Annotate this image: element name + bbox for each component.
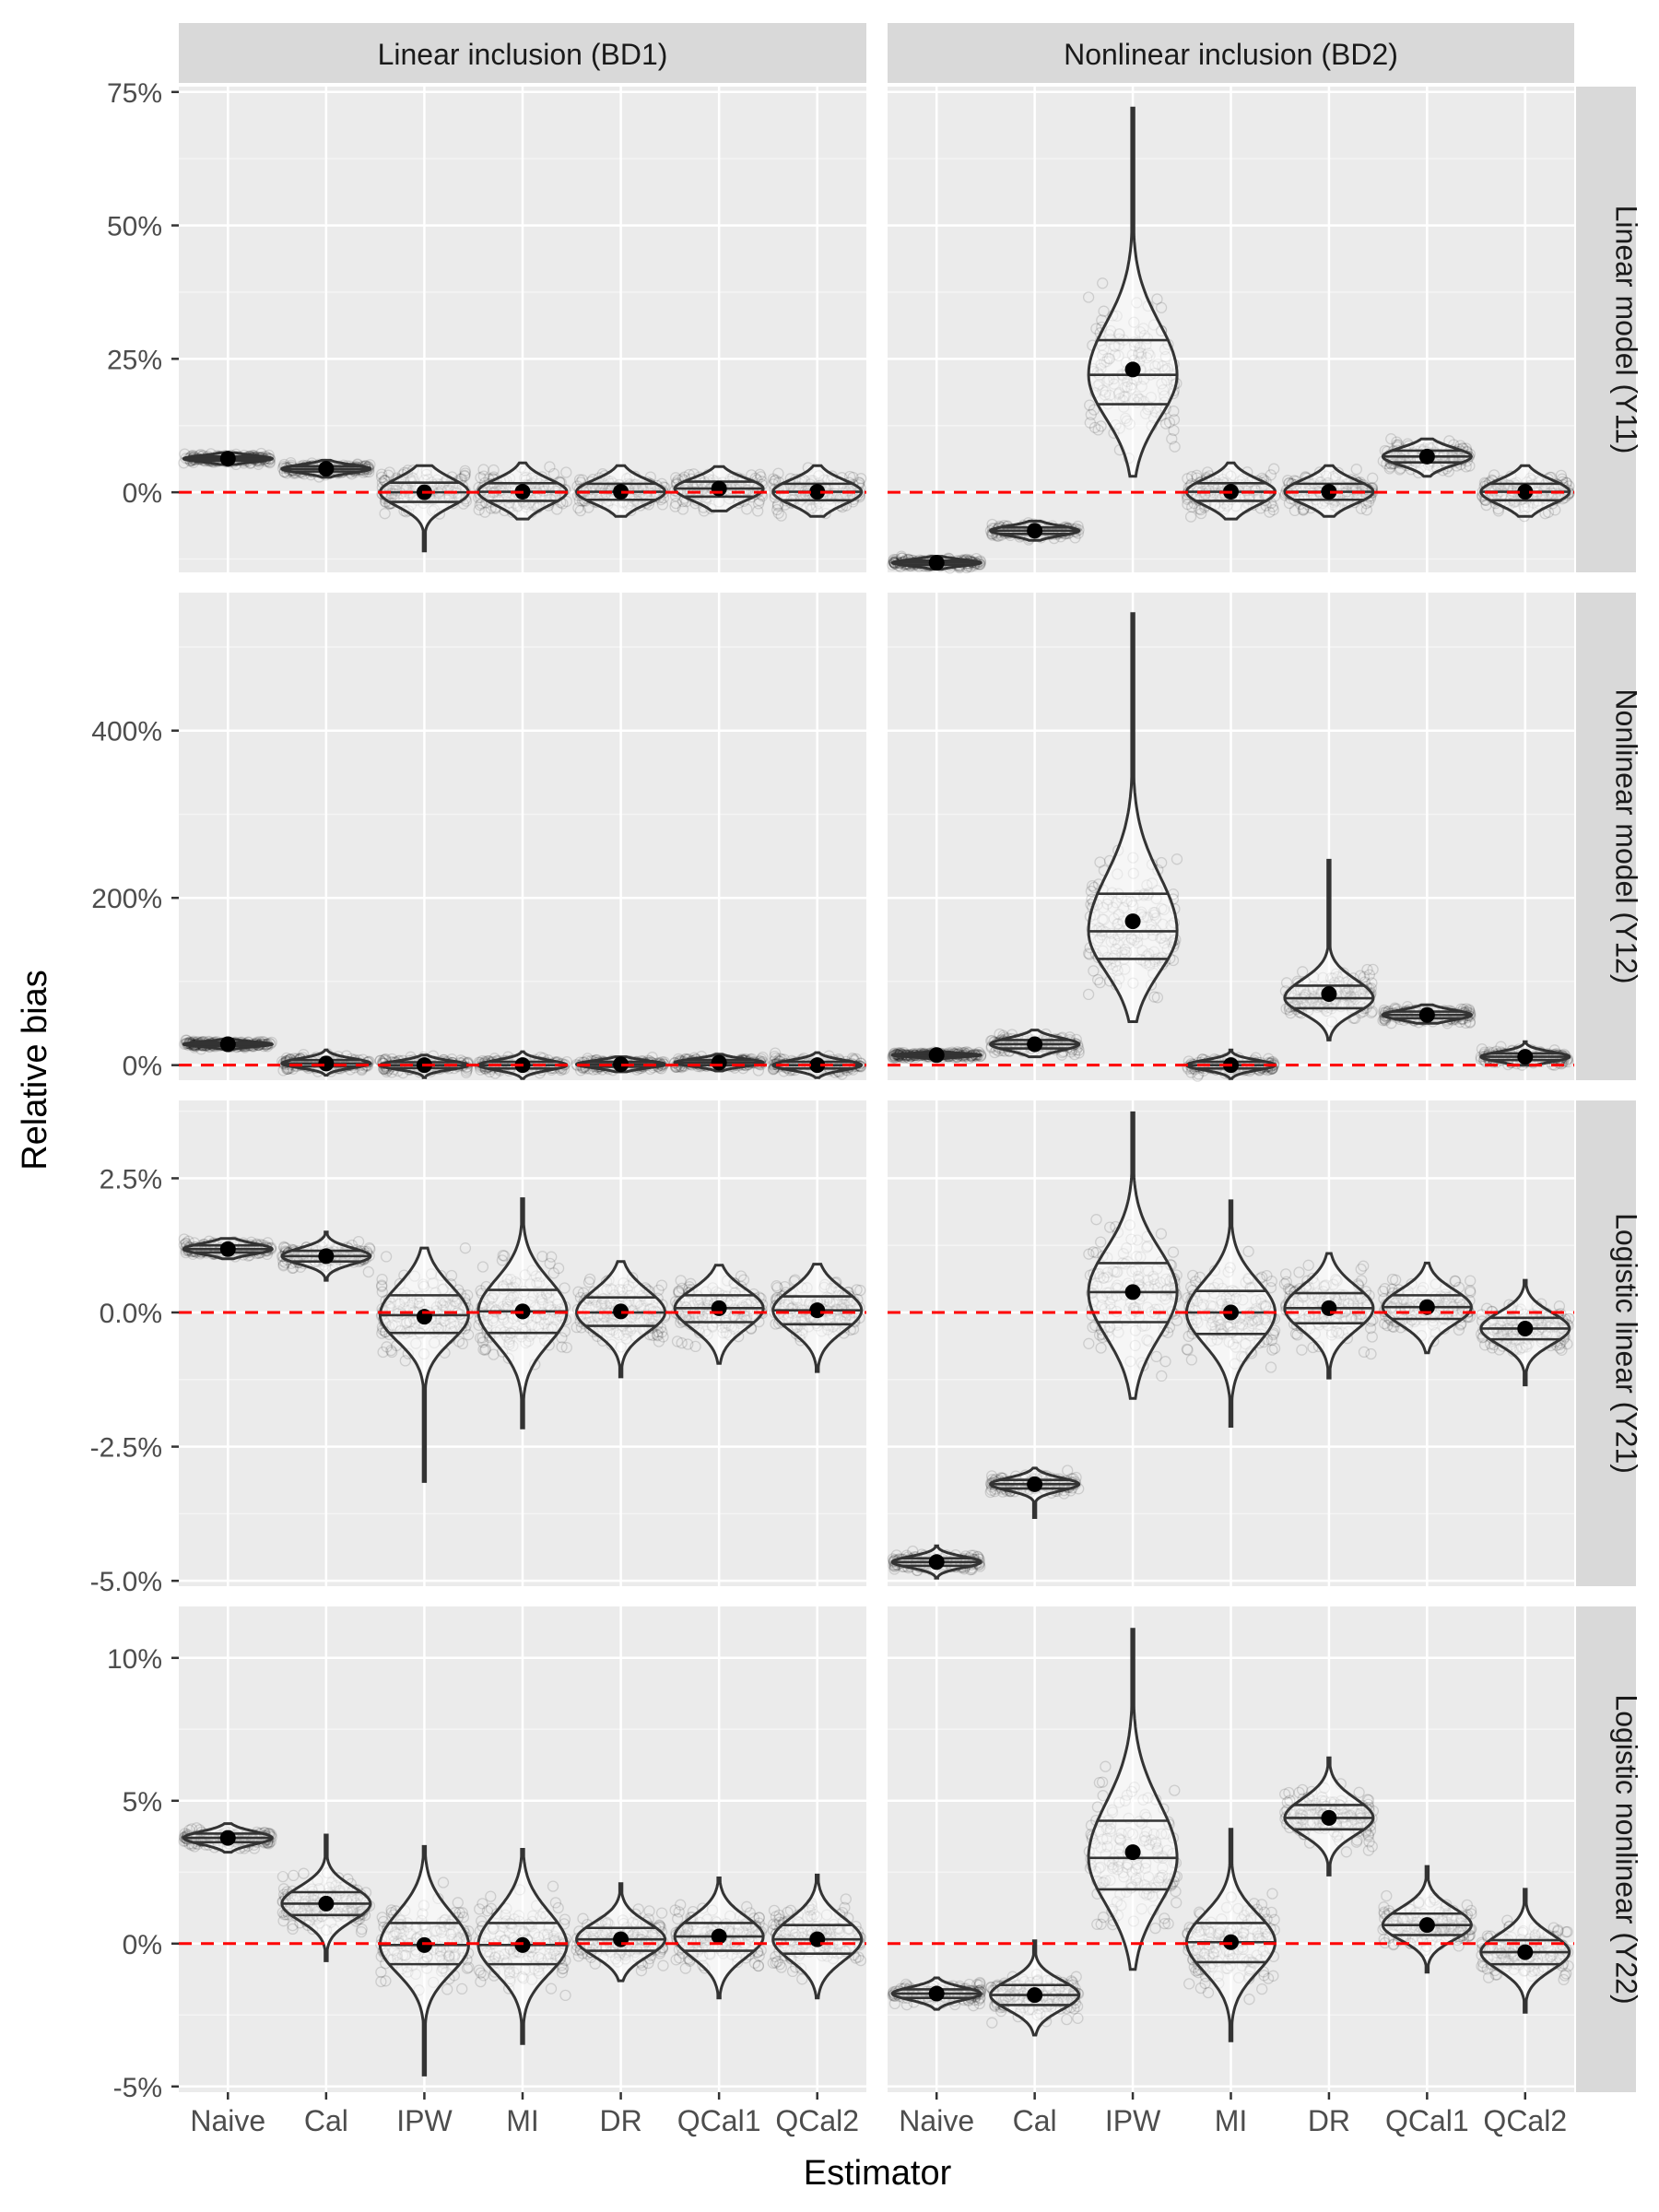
mean-point xyxy=(928,1047,945,1064)
mean-point xyxy=(613,484,629,500)
jitter-point xyxy=(379,508,391,520)
row-strip-label: Logistic linear (Y21) xyxy=(1610,1213,1643,1474)
facet-panel xyxy=(887,593,1574,1082)
estimator-group xyxy=(276,456,376,483)
mean-point xyxy=(1517,1049,1534,1065)
jitter-point xyxy=(669,500,681,512)
mean-point xyxy=(928,555,945,571)
mean-point xyxy=(219,1241,236,1257)
column-strip xyxy=(179,23,866,83)
jitter-point xyxy=(574,504,586,517)
jitter-point xyxy=(383,466,395,478)
facet-panel xyxy=(179,593,867,1080)
row-strip xyxy=(1576,593,1636,1080)
jitter-point xyxy=(477,464,489,476)
jitter-point xyxy=(474,499,486,512)
row-strip-label: Logistic nonlinear (Y22) xyxy=(1610,1694,1643,2004)
estimator-group xyxy=(179,1034,277,1055)
estimator-group xyxy=(668,1050,769,1077)
column-strip xyxy=(888,23,1574,83)
jitter-point xyxy=(551,503,563,515)
facet-panel xyxy=(178,87,867,572)
jitter-point xyxy=(560,466,572,478)
violin xyxy=(378,464,470,553)
jitter-point xyxy=(544,461,556,473)
mean-point xyxy=(1124,913,1141,930)
jitter-point xyxy=(459,469,471,481)
jitter-point xyxy=(375,471,388,483)
row-strip-label: Nonlinear model (Y12) xyxy=(1610,688,1643,983)
mean-point xyxy=(1027,523,1043,539)
mean-point xyxy=(711,480,727,497)
jitter-point xyxy=(375,468,388,480)
facet-panel xyxy=(887,87,1575,574)
mean-point xyxy=(1321,986,1337,1003)
mean-point xyxy=(1124,361,1141,378)
estimator-group xyxy=(375,464,473,553)
column-strip-label: Linear inclusion (BD1) xyxy=(378,38,668,71)
estimator-group xyxy=(178,447,276,471)
row-strip-label: Linear model (Y11) xyxy=(1610,206,1643,454)
mean-point xyxy=(1027,1036,1043,1053)
jitter-point xyxy=(477,470,490,482)
jitter-point xyxy=(475,472,487,484)
row-strip xyxy=(1576,1100,1636,1586)
mean-point xyxy=(1418,1006,1435,1023)
column-strip-label: Nonlinear inclusion (BD2) xyxy=(1064,38,1398,71)
mean-point xyxy=(318,1055,335,1072)
estimator-group xyxy=(887,1046,987,1065)
jitter-point xyxy=(382,469,394,481)
jitter-point xyxy=(479,506,491,518)
jitter-point xyxy=(573,474,586,486)
facet-strips: Linear inclusion (BD1) Nonlinear inclusio… xyxy=(179,23,1643,2092)
mean-point xyxy=(219,451,236,467)
jitter-point xyxy=(656,499,669,511)
jitter-point xyxy=(459,470,471,482)
row-strip xyxy=(1576,1606,1636,2092)
mean-point xyxy=(318,461,335,477)
panels xyxy=(178,87,1575,2092)
row-strip xyxy=(1576,87,1636,572)
jitter-point xyxy=(547,467,560,480)
jitter-point xyxy=(459,465,471,477)
mean-point xyxy=(711,1054,727,1071)
facet-panel xyxy=(178,1100,866,1586)
jitter-point xyxy=(488,464,500,477)
jitter-point xyxy=(473,504,485,516)
jitter-point xyxy=(459,467,472,479)
jitter-point xyxy=(560,495,572,508)
mean-point xyxy=(1418,448,1435,465)
mean-point xyxy=(219,1036,236,1053)
jitter-point xyxy=(572,501,584,514)
